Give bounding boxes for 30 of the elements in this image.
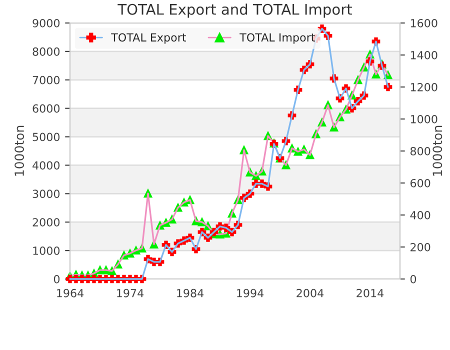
x-tick-label: 1984	[177, 288, 204, 298]
x-tick-label: 1964	[57, 288, 84, 298]
y2-tick-label: 1200	[410, 82, 438, 92]
y2-tick-label: 0	[410, 274, 416, 284]
y-tick-label: 4000	[32, 161, 60, 170]
x-tick-label: 2014	[356, 288, 384, 298]
y-tick-label: 2000	[32, 218, 60, 226]
y2-tick-label: 800	[410, 146, 430, 156]
y-tick-label: 6000	[32, 104, 60, 113]
chart-title: TOTAL Export and TOTAL Import	[118, 4, 352, 18]
y2-tick-label: 200	[410, 242, 430, 252]
y-tick-label: 8000	[32, 47, 60, 56]
y2-tick-label: 1600	[410, 18, 438, 28]
legend-label: TOTAL Import	[240, 33, 315, 44]
y-tick-label: 0	[54, 274, 60, 284]
legend-label: TOTAL Export	[111, 33, 186, 44]
y2-tick-label: 1000	[410, 114, 438, 124]
y-tick-label: 5000	[32, 132, 60, 142]
y2-tick-label: 400	[410, 210, 430, 220]
x-tick-label: 1974	[117, 288, 144, 298]
y-tick-label: 9000	[32, 18, 60, 28]
y2-axis-title: 1000ton	[432, 126, 442, 176]
y2-tick-label: 600	[410, 178, 430, 188]
y-axis-title: 1000ton	[14, 126, 24, 176]
y-tick-label: 7000	[32, 76, 60, 84]
x-tick-label: 2004	[296, 288, 324, 298]
y2-tick-label: 1400	[410, 50, 438, 60]
y-tick-label: 3000	[32, 190, 60, 198]
x-tick-label: 1994	[237, 288, 264, 298]
y-tick-label: 1000	[33, 246, 60, 255]
